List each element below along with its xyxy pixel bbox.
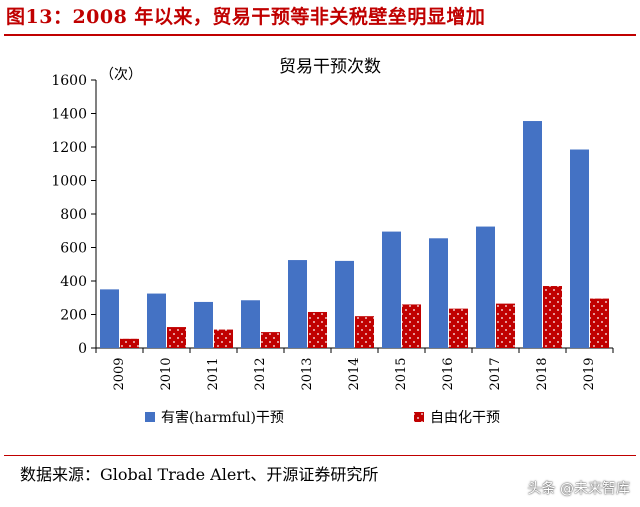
- x-tick-label: 2013: [300, 357, 315, 390]
- y-tick-label: 1000: [51, 174, 87, 190]
- y-tick-label: 200: [60, 308, 87, 324]
- bar-harmful: [147, 293, 166, 348]
- bar-harmful: [382, 231, 401, 348]
- source-rule: [4, 455, 636, 456]
- figure-title: 图13：2008 年以来，贸易干预等非关税壁垒明显增加: [6, 6, 486, 28]
- bar-liberalizing: [449, 308, 468, 348]
- x-tick-label: 2011: [206, 357, 221, 390]
- legend-label: 有害(harmful)干预: [161, 410, 284, 426]
- y-tick-label: 0: [78, 341, 87, 357]
- y-tick-label: 600: [60, 241, 87, 257]
- bar-harmful: [523, 121, 542, 348]
- bar-liberalizing: [402, 304, 421, 348]
- bar-harmful: [335, 260, 354, 348]
- x-tick-label: 2017: [488, 357, 503, 390]
- bar-chart: 贸易干预次数 （次） 0 200 400 600 800 1000 1200 1400 1600…: [51, 57, 614, 426]
- bar-liberalizing: [120, 338, 139, 348]
- legend: 有害(harmful)干预 自由化干预: [145, 410, 500, 426]
- y-tick-label: 400: [60, 274, 87, 290]
- bar-liberalizing: [167, 327, 186, 348]
- y-axis-unit: （次）: [100, 67, 142, 83]
- bar-liberalizing: [308, 311, 327, 348]
- y-tick-label: 1200: [51, 140, 87, 156]
- watermark: 头条 @未来智库: [527, 481, 630, 497]
- x-tick-label: 2016: [441, 357, 456, 390]
- legend-swatch: [414, 412, 424, 422]
- legend-swatch: [145, 412, 155, 422]
- bar-harmful: [194, 301, 213, 348]
- bar-harmful: [429, 238, 448, 348]
- bar-harmful: [476, 226, 495, 348]
- bar-liberalizing: [590, 298, 609, 348]
- legend-label: 自由化干预: [430, 410, 500, 426]
- x-tick-label: 2014: [347, 357, 362, 390]
- x-tick-label: 2015: [394, 357, 409, 390]
- bar-harmful: [570, 149, 589, 348]
- bar-harmful: [241, 300, 260, 348]
- y-tick-label: 1600: [51, 73, 87, 89]
- x-tick-label: 2018: [535, 357, 550, 390]
- bar-liberalizing: [496, 303, 515, 348]
- bar-liberalizing: [543, 286, 562, 348]
- bar-liberalizing: [261, 332, 280, 348]
- source-note: 数据来源：Global Trade Alert、开源证券研究所: [20, 465, 379, 484]
- bar-liberalizing: [355, 316, 374, 348]
- x-tick-label: 2012: [253, 357, 268, 390]
- x-tick-label: 2009: [112, 357, 127, 390]
- bars: [100, 121, 609, 348]
- title-rule: [4, 34, 636, 36]
- x-tick-label: 2010: [159, 357, 174, 390]
- y-tick-label: 800: [60, 207, 87, 223]
- bar-liberalizing: [214, 329, 233, 348]
- y-tick-label: 1400: [51, 107, 87, 123]
- chart-title: 贸易干预次数: [279, 57, 381, 77]
- bar-harmful: [100, 289, 119, 348]
- x-tick-label: 2019: [582, 357, 597, 390]
- bar-harmful: [288, 260, 307, 348]
